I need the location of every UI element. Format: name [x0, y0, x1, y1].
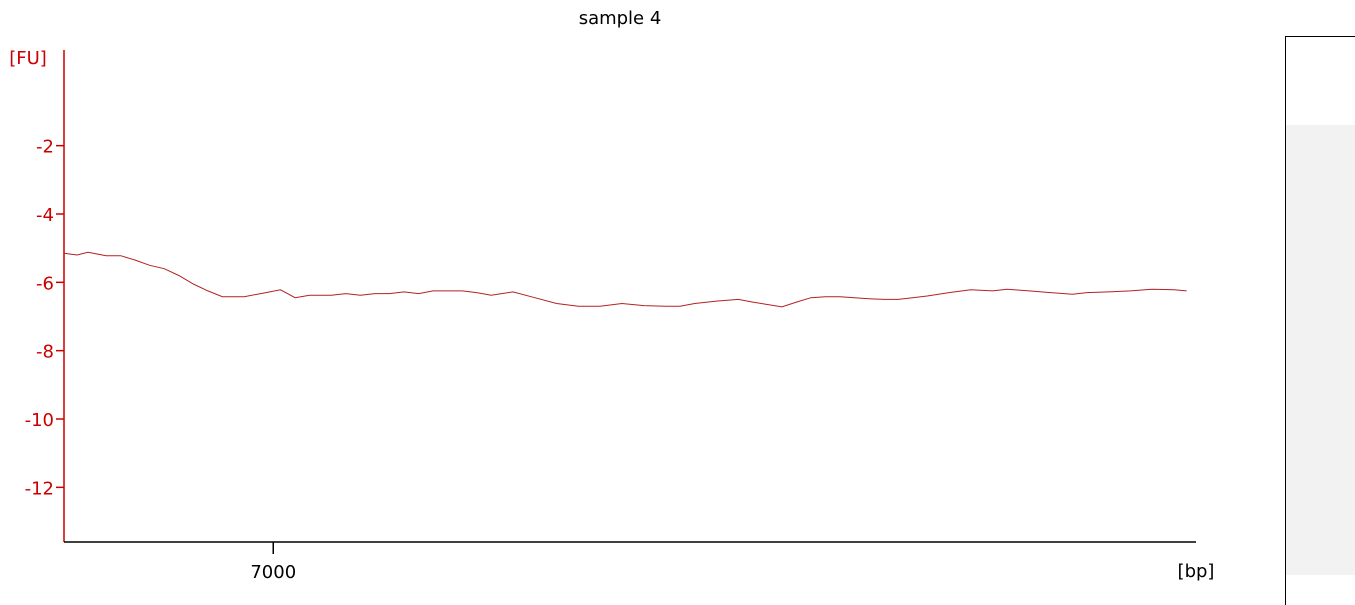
y-axis-label: [FU] — [9, 48, 47, 69]
side-panel — [1285, 36, 1355, 605]
y-tick-label: -4 — [36, 205, 54, 226]
y-tick-label: -12 — [25, 478, 54, 499]
x-axis-label: [bp] — [1178, 561, 1215, 582]
series-line — [63, 251, 1187, 308]
x-ticks: 7000 — [250, 542, 296, 583]
chart-title: sample 4 — [579, 8, 662, 29]
side-panel-content — [1286, 125, 1355, 575]
x-tick-label: 7000 — [250, 562, 296, 583]
y-tick-label: -2 — [36, 137, 54, 158]
y-tick-label: -8 — [36, 342, 54, 363]
y-tick-label: -10 — [25, 410, 54, 431]
electropherogram-chart: sample 4 [FU] [bp] -2 -4 -6 -8 -10 -12 7000 — [9, 8, 1215, 583]
y-ticks: -2 -4 -6 -8 -10 -12 — [25, 137, 64, 499]
y-tick-label: -6 — [36, 273, 54, 294]
